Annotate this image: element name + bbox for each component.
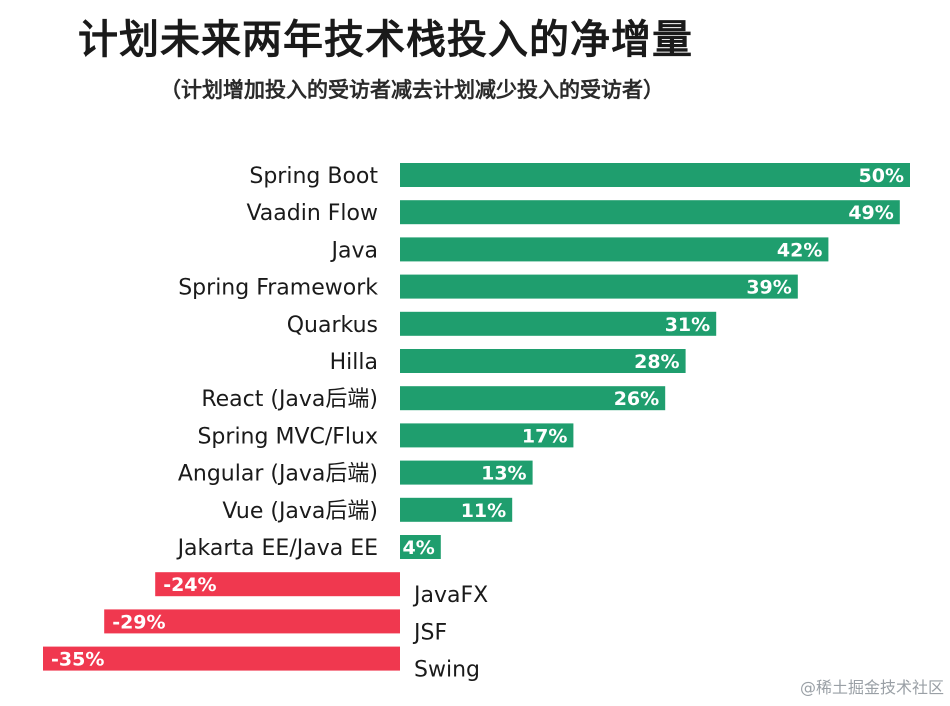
category-label-2: Java bbox=[330, 238, 378, 263]
chart-subtitle: （计划增加投入的受访者减去计划减少投入的受访者） bbox=[160, 78, 664, 102]
watermark: @稀土掘金技术社区 bbox=[799, 678, 944, 697]
category-label-12: JSF bbox=[412, 620, 447, 645]
bar-9 bbox=[400, 497, 513, 522]
value-label-6: 26% bbox=[614, 388, 659, 410]
chart-title: 计划未来两年技术栈投入的净增量 bbox=[78, 17, 693, 63]
bar-4 bbox=[400, 311, 717, 336]
bar-11 bbox=[155, 572, 400, 597]
category-label-9: Vue (Java后端) bbox=[222, 499, 378, 524]
value-label-0: 50% bbox=[859, 165, 904, 187]
value-label-3: 39% bbox=[746, 277, 791, 299]
category-label-7: Spring MVC/Flux bbox=[197, 424, 378, 449]
value-label-12: -29% bbox=[112, 611, 165, 633]
value-label-5: 28% bbox=[634, 351, 679, 373]
category-label-1: Vaadin Flow bbox=[246, 201, 378, 226]
category-label-3: Spring Framework bbox=[178, 276, 378, 301]
category-label-6: React (Java后端) bbox=[201, 387, 378, 412]
bar-6 bbox=[400, 386, 666, 411]
bar-2 bbox=[400, 237, 829, 262]
bar-12 bbox=[104, 609, 400, 634]
bar-8 bbox=[400, 460, 533, 485]
category-label-8: Angular (Java后端) bbox=[178, 462, 378, 487]
bar-5 bbox=[400, 349, 686, 373]
category-label-4: Quarkus bbox=[287, 313, 378, 338]
value-label-11: -24% bbox=[163, 574, 216, 596]
category-label-10: Jakarta EE/Java EE bbox=[176, 536, 378, 561]
bar-3 bbox=[400, 274, 798, 299]
value-label-8: 13% bbox=[481, 463, 526, 485]
category-label-13: Swing bbox=[414, 658, 480, 683]
bar-7 bbox=[400, 423, 574, 448]
value-label-13: -35% bbox=[51, 649, 104, 671]
value-label-7: 17% bbox=[522, 425, 567, 447]
bar-0 bbox=[400, 163, 910, 187]
bar-10 bbox=[400, 535, 441, 559]
value-label-2: 42% bbox=[777, 239, 822, 261]
value-label-9: 11% bbox=[461, 500, 506, 522]
value-label-1: 49% bbox=[848, 202, 893, 224]
value-label-4: 31% bbox=[665, 314, 710, 336]
category-label-11: JavaFX bbox=[412, 583, 488, 608]
bar-13 bbox=[43, 646, 400, 671]
value-label-10: 4% bbox=[403, 537, 435, 559]
bar-1 bbox=[400, 200, 900, 225]
category-label-5: Hilla bbox=[330, 350, 378, 375]
category-label-0: Spring Boot bbox=[249, 164, 378, 189]
